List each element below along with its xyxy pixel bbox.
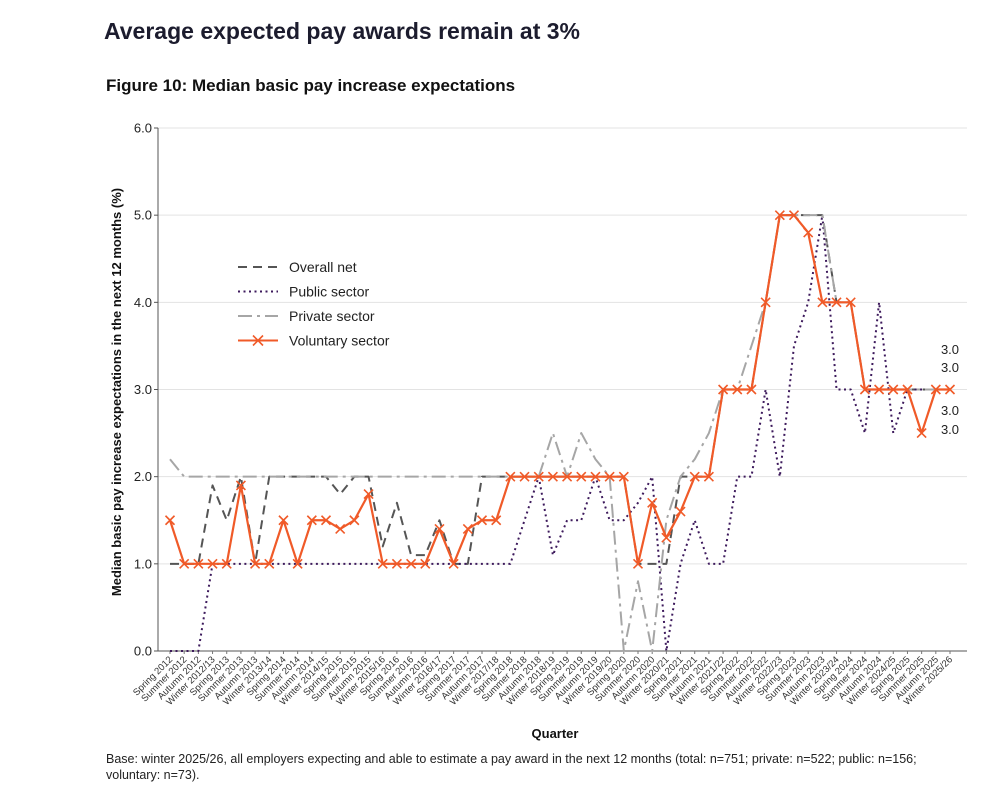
data-point-marker bbox=[278, 515, 289, 526]
y-tick-labels: 0.0 1.0 2.0 3.0 4.0 5.0 6.0 bbox=[134, 121, 152, 659]
end-value-label: 3.0 bbox=[941, 403, 959, 418]
data-point-marker bbox=[420, 558, 431, 569]
data-point-marker bbox=[250, 558, 261, 569]
data-point-marker bbox=[562, 471, 573, 482]
end-value-label: 3.0 bbox=[941, 360, 959, 375]
y-tick-label: 2.0 bbox=[134, 469, 152, 484]
data-point-marker bbox=[434, 523, 445, 535]
data-point-marker bbox=[505, 471, 516, 482]
series-lines bbox=[164, 210, 956, 652]
data-point-marker bbox=[193, 558, 204, 569]
legend-marker bbox=[252, 334, 264, 347]
data-point-marker bbox=[164, 515, 176, 526]
legend-label: Voluntary sector bbox=[289, 333, 390, 349]
series-line bbox=[169, 214, 950, 652]
legend-label: Private sector bbox=[289, 308, 375, 324]
line-chart: 0.0 1.0 2.0 3.0 4.0 5.0 6.0 Spring 2012Summer … bbox=[109, 121, 967, 741]
data-point-marker bbox=[377, 558, 388, 569]
series-line bbox=[168, 214, 950, 565]
data-point-marker bbox=[547, 471, 558, 482]
data-point-marker bbox=[221, 558, 232, 569]
data-point-marker bbox=[817, 297, 828, 308]
data-point-marker bbox=[491, 515, 502, 526]
data-point-marker bbox=[831, 297, 842, 308]
data-point-marker bbox=[363, 489, 374, 500]
data-point-marker bbox=[803, 227, 814, 238]
data-point-marker bbox=[576, 471, 587, 482]
data-point-marker bbox=[788, 210, 800, 221]
data-point-marker bbox=[874, 384, 885, 395]
data-point-marker bbox=[845, 297, 856, 308]
y-axis-title: Median basic pay increase expectations i… bbox=[109, 188, 124, 596]
data-point-marker bbox=[476, 515, 488, 526]
data-point-marker bbox=[618, 471, 629, 482]
data-point-marker bbox=[207, 558, 218, 569]
data-point-marker bbox=[391, 558, 402, 569]
axes bbox=[154, 127, 967, 654]
figure-title: Figure 10: Median basic pay increase exp… bbox=[106, 76, 516, 95]
data-point-marker bbox=[533, 471, 544, 482]
data-point-marker bbox=[916, 428, 927, 439]
legend-item: Overall net bbox=[238, 259, 357, 275]
data-point-marker bbox=[888, 384, 899, 395]
data-point-marker bbox=[902, 384, 913, 395]
data-point-marker bbox=[647, 497, 658, 508]
data-point-marker bbox=[732, 384, 743, 395]
legend-item: Public sector bbox=[238, 284, 369, 300]
data-point-marker bbox=[264, 558, 275, 569]
base-note: Base: winter 2025/26, all employers expe… bbox=[106, 752, 917, 782]
series-public-sector bbox=[170, 214, 950, 652]
data-point-marker bbox=[519, 471, 530, 482]
end-labels: 3.0 3.0 3.0 3.0 bbox=[941, 342, 959, 437]
data-point-marker bbox=[235, 480, 246, 491]
data-point-marker bbox=[406, 558, 417, 569]
data-point-marker bbox=[675, 506, 686, 517]
y-tick-label: 3.0 bbox=[134, 382, 152, 397]
page-title: Average expected pay awards remain at 3% bbox=[104, 18, 580, 44]
data-point-marker bbox=[661, 532, 672, 543]
data-point-marker bbox=[774, 210, 785, 221]
data-point-marker bbox=[944, 384, 956, 395]
data-point-marker bbox=[590, 471, 601, 482]
y-tick-label: 5.0 bbox=[134, 208, 152, 223]
x-axis-title: Quarter bbox=[532, 726, 579, 741]
legend: Overall net Public sector Private sector Vo… bbox=[238, 259, 390, 349]
data-point-marker bbox=[462, 523, 473, 535]
legend-item: Private sector bbox=[238, 308, 375, 324]
legend-item: Voluntary sector bbox=[238, 333, 390, 349]
data-point-marker bbox=[689, 471, 700, 482]
data-point-marker bbox=[760, 297, 771, 308]
data-point-marker bbox=[746, 384, 757, 395]
data-point-marker bbox=[859, 384, 870, 395]
grid-lines bbox=[158, 127, 967, 565]
data-point-marker bbox=[604, 471, 615, 482]
y-tick-label: 0.0 bbox=[134, 644, 152, 659]
data-point-marker bbox=[448, 558, 459, 569]
data-point-marker bbox=[306, 515, 317, 526]
data-point-marker bbox=[335, 523, 346, 535]
y-tick-label: 4.0 bbox=[134, 295, 152, 310]
data-point-marker bbox=[292, 558, 303, 569]
y-tick-label: 1.0 bbox=[134, 556, 152, 571]
data-point-marker bbox=[718, 384, 729, 395]
data-point-marker bbox=[179, 558, 190, 569]
end-value-label: 3.0 bbox=[941, 422, 959, 437]
end-value-label: 3.0 bbox=[941, 342, 959, 357]
series-line bbox=[170, 214, 950, 652]
data-point-marker bbox=[632, 558, 644, 569]
legend-label: Public sector bbox=[289, 284, 369, 300]
data-point-marker bbox=[320, 515, 332, 526]
series-voluntary-sector bbox=[164, 210, 956, 569]
legend-label: Overall net bbox=[289, 259, 357, 275]
y-tick-label: 6.0 bbox=[134, 121, 152, 136]
data-point-marker bbox=[349, 515, 360, 526]
data-point-marker bbox=[703, 471, 714, 482]
data-point-marker bbox=[930, 384, 941, 395]
series-private-sector bbox=[169, 214, 950, 652]
